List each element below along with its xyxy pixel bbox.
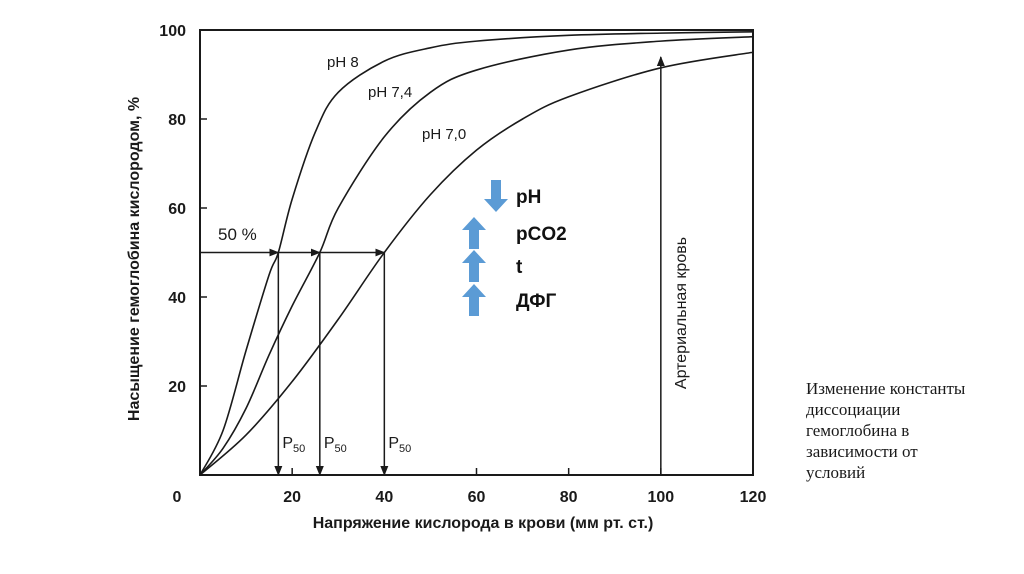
y-axis-ticks: 100 80 60 40 20 [159,23,207,396]
x-axis-title: Напряжение кислорода в крови (мм рт. ст.… [313,515,654,532]
curve-ph-7-0 [199,51,754,476]
y-tick-label: 100 [159,23,186,40]
curve-ph-7-4 [199,35,754,476]
p50-guides: P50 P50 P50 [200,248,411,476]
x-tick-label: 0 [173,489,182,506]
arterial-blood-label: Артериальная кровь [673,237,690,389]
x-tick-label: 40 [375,489,393,506]
arrow-up-icon [462,250,486,282]
x-tick-label: 120 [740,489,767,506]
factor-list: pH pCO2 t ДФГ [462,180,567,316]
y-tick-label: 60 [168,201,186,218]
y-tick-label: 20 [168,379,186,396]
p50-label: P50 [282,435,305,455]
arterial-reference: Артериальная кровь [656,56,690,475]
arrow-down-icon [484,180,508,212]
curve-ph-8 [199,30,754,476]
p50-label: P50 [324,435,347,455]
x-tick-label: 60 [468,489,486,506]
factor-label: ДФГ [516,291,557,312]
x-tick-label: 100 [647,489,674,506]
x-axis-ticks: 0 20 40 60 80 100 120 [173,468,767,506]
figure-caption: Изменение константы диссоциации гемоглоб… [806,379,966,482]
x-tick-label: 80 [560,489,578,506]
x-tick-label: 20 [283,489,301,506]
dissociation-curves: pH 8 pH 7,4 pH 7,0 [199,30,754,476]
fifty-percent-label: 50 % [218,225,257,244]
y-axis-title: Насыщение гемоглобина кислородом, % [126,97,143,421]
factor-label: t [516,257,523,278]
series-label: pH 8 [327,54,359,71]
factor-label: pCO2 [516,224,567,245]
y-tick-label: 80 [168,112,186,129]
p50-label: P50 [388,435,411,455]
arrow-up-icon [462,217,486,249]
arrow-up-icon [462,284,486,316]
factor-label: pH [516,187,541,208]
y-tick-label: 40 [168,290,186,307]
series-label: pH 7,4 [368,84,412,101]
series-label: pH 7,0 [422,126,466,143]
